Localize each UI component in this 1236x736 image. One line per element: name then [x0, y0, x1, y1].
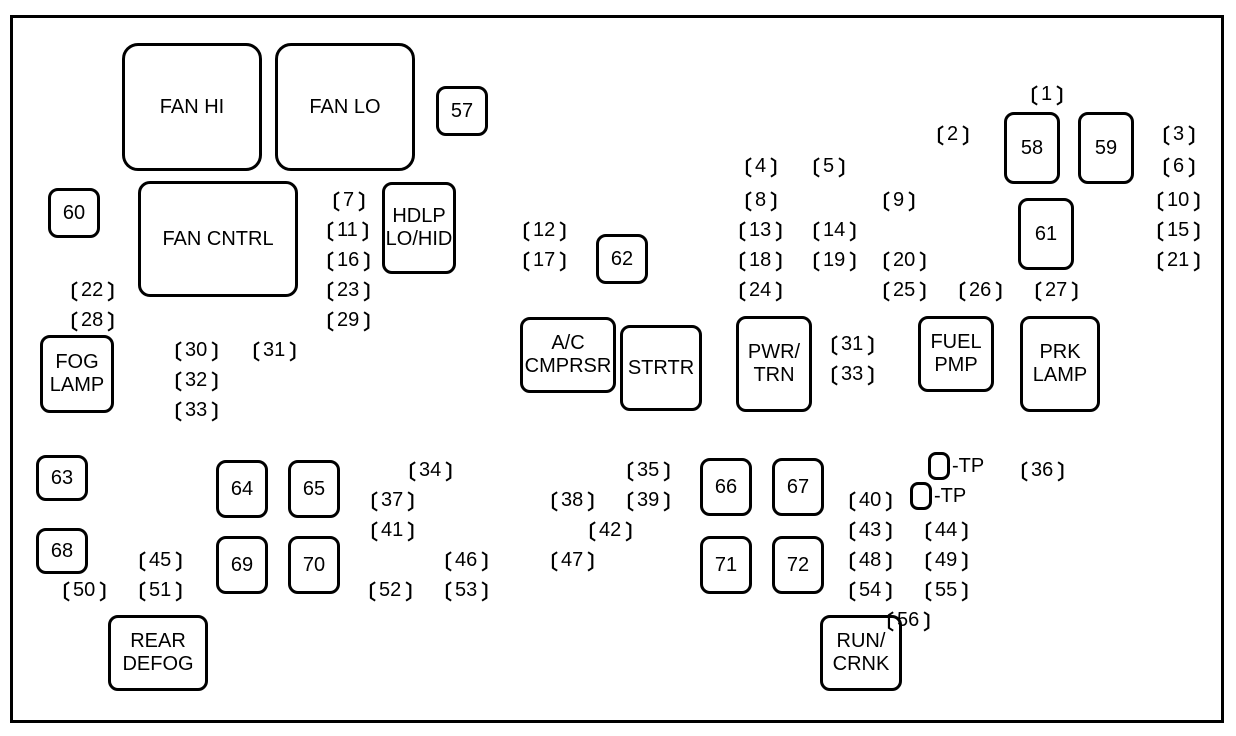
- fuse-29: 〔29〕: [314, 306, 382, 335]
- fuse-33: 〔33〕: [162, 396, 230, 425]
- relay-rear-defog: REAR DEFOG: [108, 615, 208, 691]
- fuse-1: 〔1〕: [1018, 80, 1075, 109]
- fusebox-diagram: FAN HIFAN LOFAN CNTRL HDLP LO/HID FOG LAMP…: [0, 0, 1236, 736]
- fuse-53: 〔53〕: [432, 576, 500, 605]
- fuse-31: 〔31〕: [818, 330, 886, 359]
- mini-relay-m71: 71: [700, 536, 752, 594]
- fuse-50: 〔50〕: [50, 576, 118, 605]
- mini-relay-m72: 72: [772, 536, 824, 594]
- fuse-44: 〔44〕: [912, 516, 980, 545]
- fuse-52: 〔52〕: [356, 576, 424, 605]
- relay-strtr: STRTR: [620, 325, 702, 411]
- mini-relay-m59: 59: [1078, 112, 1134, 184]
- fuse-25: 〔25〕: [870, 276, 938, 305]
- mini-relay-m66: 66: [700, 458, 752, 516]
- fuse-51: 〔51〕: [126, 576, 194, 605]
- fuse-48: 〔48〕: [836, 546, 904, 575]
- fuse-21: 〔21〕: [1144, 246, 1212, 275]
- relay-fan-lo: FAN LO: [275, 43, 415, 171]
- fuse-38: 〔38〕: [538, 486, 606, 515]
- test-point-2: -TP: [910, 482, 966, 510]
- mini-relay-m58: 58: [1004, 112, 1060, 184]
- fuse-20: 〔20〕: [870, 246, 938, 275]
- fuse-41: 〔41〕: [358, 516, 426, 545]
- fuse-47: 〔47〕: [538, 546, 606, 575]
- mini-relay-m57: 57: [436, 86, 488, 136]
- fuse-18: 〔18〕: [726, 246, 794, 275]
- mini-relay-m70: 70: [288, 536, 340, 594]
- fuse-13: 〔13〕: [726, 216, 794, 245]
- fuse-2: 〔2〕: [924, 120, 981, 149]
- fuse-26: 〔26〕: [946, 276, 1014, 305]
- fuse-37: 〔37〕: [358, 486, 426, 515]
- fuse-10: 〔10〕: [1144, 186, 1212, 215]
- relay-fog-lamp: FOG LAMP: [40, 335, 114, 413]
- fuse-43: 〔43〕: [836, 516, 904, 545]
- fuse-12: 〔12〕: [510, 216, 578, 245]
- fuse-34: 〔34〕: [396, 456, 464, 485]
- relay-fuel-pmp: FUEL PMP: [918, 316, 994, 392]
- mini-relay-m68: 68: [36, 528, 88, 574]
- fuse-54: 〔54〕: [836, 576, 904, 605]
- fuse-15: 〔15〕: [1144, 216, 1212, 245]
- fuse-46: 〔46〕: [432, 546, 500, 575]
- mini-relay-m65: 65: [288, 460, 340, 518]
- fuse-9: 〔9〕: [870, 186, 927, 215]
- relay-hdlp: HDLP LO/HID: [382, 182, 456, 274]
- fuse-23: 〔23〕: [314, 276, 382, 305]
- mini-relay-m67: 67: [772, 458, 824, 516]
- relay-prk-lamp: PRK LAMP: [1020, 316, 1100, 412]
- fuse-17: 〔17〕: [510, 246, 578, 275]
- fuse-14: 〔14〕: [800, 216, 868, 245]
- fuse-36: 〔36〕: [1008, 456, 1076, 485]
- fuse-33: 〔33〕: [818, 360, 886, 389]
- fuse-27: 〔27〕: [1022, 276, 1090, 305]
- fuse-28: 〔28〕: [58, 306, 126, 335]
- mini-relay-m61: 61: [1018, 198, 1074, 270]
- fuse-49: 〔49〕: [912, 546, 980, 575]
- fuse-40: 〔40〕: [836, 486, 904, 515]
- mini-relay-m62: 62: [596, 234, 648, 284]
- mini-relay-m63: 63: [36, 455, 88, 501]
- fuse-35: 〔35〕: [614, 456, 682, 485]
- fuse-11: 〔11〕: [314, 216, 381, 245]
- relay-fan-hi: FAN HI: [122, 43, 262, 171]
- relay-pwr-trn: PWR/ TRN: [736, 316, 812, 412]
- fuse-16: 〔16〕: [314, 246, 382, 275]
- fuse-31: 〔31〕: [240, 336, 308, 365]
- relay-fan-cntrl: FAN CNTRL: [138, 181, 298, 297]
- fuse-32: 〔32〕: [162, 366, 230, 395]
- fuse-6: 〔6〕: [1150, 152, 1207, 181]
- mini-relay-m64: 64: [216, 460, 268, 518]
- fuse-42: 〔42〕: [576, 516, 644, 545]
- fuse-55: 〔55〕: [912, 576, 980, 605]
- fuse-24: 〔24〕: [726, 276, 794, 305]
- fuse-3: 〔3〕: [1150, 120, 1207, 149]
- fuse-19: 〔19〕: [800, 246, 868, 275]
- relay-ac-cmprsr: A/C CMPRSR: [520, 317, 616, 393]
- mini-relay-m60: 60: [48, 188, 100, 238]
- test-point-1: -TP: [928, 452, 984, 480]
- fuse-7: 〔7〕: [320, 186, 377, 215]
- fuse-56: 〔56〕: [874, 606, 942, 635]
- fuse-5: 〔5〕: [800, 152, 857, 181]
- fuse-4: 〔4〕: [732, 152, 789, 181]
- fuse-45: 〔45〕: [126, 546, 194, 575]
- fuse-39: 〔39〕: [614, 486, 682, 515]
- fuse-30: 〔30〕: [162, 336, 230, 365]
- mini-relay-m69: 69: [216, 536, 268, 594]
- fuse-22: 〔22〕: [58, 276, 126, 305]
- fuse-8: 〔8〕: [732, 186, 789, 215]
